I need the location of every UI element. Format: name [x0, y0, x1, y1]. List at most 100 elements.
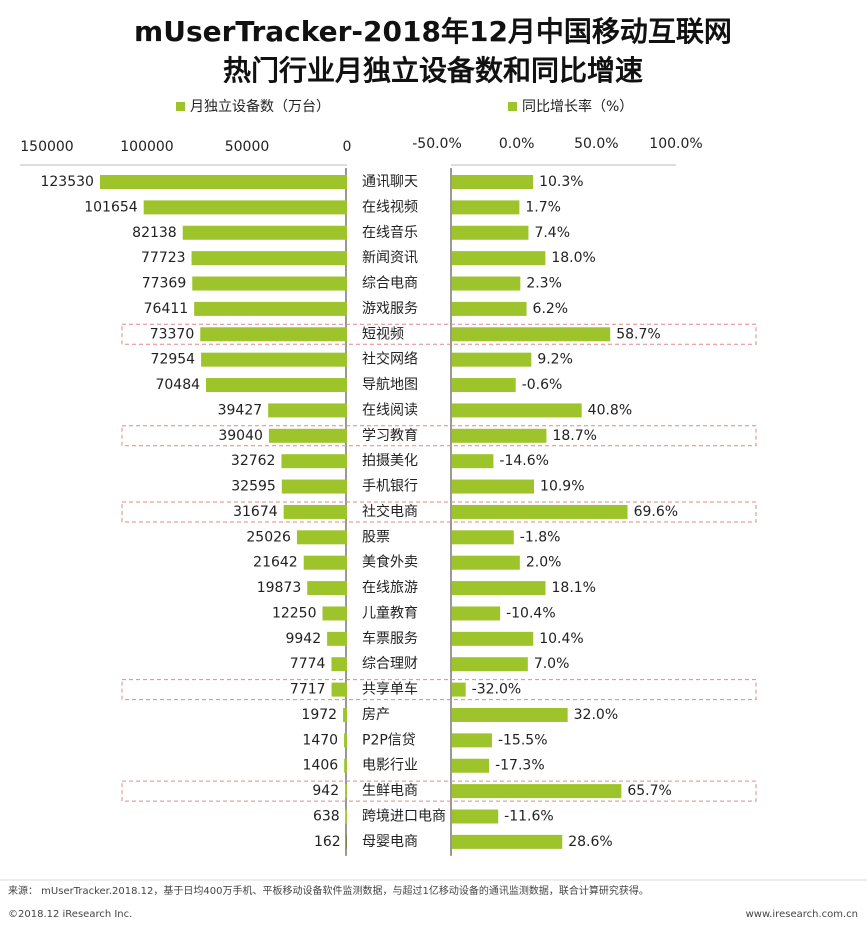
- bar: [268, 428, 347, 443]
- bar: [452, 352, 532, 367]
- value-label: 19873: [257, 580, 302, 596]
- category-label: 社交网络: [362, 351, 418, 368]
- bar: [331, 682, 347, 697]
- bar: [452, 631, 534, 646]
- legend-label: 月独立设备数（万台）: [190, 98, 330, 115]
- bar: [452, 454, 494, 469]
- category-label: 在线阅读: [362, 401, 418, 418]
- category-label: P2P信贷: [362, 732, 416, 748]
- value-label: 638: [313, 809, 340, 825]
- bar: [344, 758, 347, 773]
- value-label: 31674: [233, 504, 278, 520]
- bar: [452, 784, 622, 799]
- value-label: 1972: [301, 707, 337, 723]
- category-label: 学习教育: [362, 428, 418, 444]
- value-label: -32.0%: [472, 682, 522, 698]
- bar: [452, 733, 492, 748]
- category-label: 儿童教育: [362, 604, 418, 621]
- category-label: 母婴电商: [362, 834, 418, 850]
- category-label: 在线视频: [362, 199, 418, 215]
- value-label: 9942: [285, 631, 321, 647]
- bar: [452, 251, 546, 266]
- value-label: 18.1%: [552, 580, 596, 596]
- value-label: 21642: [253, 555, 298, 571]
- value-label: 18.7%: [552, 428, 596, 444]
- value-label: 942: [312, 783, 339, 799]
- bar: [200, 327, 347, 342]
- category-label: 股票: [362, 529, 390, 545]
- value-label: 7774: [290, 656, 326, 672]
- bar: [452, 555, 520, 570]
- bar: [452, 301, 527, 316]
- legend-label: 同比增长率（%）: [522, 98, 633, 115]
- bar: [345, 809, 347, 824]
- bar: [206, 378, 347, 393]
- value-label: 10.9%: [540, 479, 584, 495]
- x-tick-label: 0.0%: [499, 136, 535, 152]
- x-tick-label: 0: [343, 139, 352, 155]
- value-label: 10.4%: [539, 631, 583, 647]
- bar: [191, 251, 347, 266]
- category-label: 综合电商: [362, 276, 418, 292]
- value-label: 73370: [150, 326, 195, 342]
- bar: [192, 276, 347, 291]
- value-label: -17.3%: [495, 758, 545, 774]
- chart-title: mUserTracker-2018年12月中国移动互联网: [134, 15, 732, 48]
- category-label: 房产: [362, 707, 390, 723]
- value-label: 7.4%: [534, 225, 570, 241]
- bar: [296, 530, 347, 545]
- value-label: 10.3%: [539, 174, 583, 190]
- value-label: 32.0%: [574, 707, 618, 723]
- bar: [452, 657, 528, 672]
- bar: [452, 403, 582, 418]
- bar: [327, 631, 347, 646]
- value-label: 76411: [144, 301, 189, 317]
- bar: [452, 327, 611, 342]
- bar: [322, 606, 347, 621]
- x-tick-label: -50.0%: [412, 136, 462, 152]
- category-label: 共享单车: [362, 681, 418, 698]
- bar: [452, 175, 534, 189]
- category-label: 导航地图: [362, 377, 418, 393]
- x-tick-label: 150000: [20, 139, 73, 155]
- value-label: 58.7%: [616, 326, 660, 342]
- highlight-box: [121, 323, 757, 345]
- category-label: 通讯聊天: [362, 174, 418, 190]
- bar: [452, 707, 568, 722]
- value-label: 39040: [218, 428, 263, 444]
- bar: [99, 175, 347, 189]
- value-label: 39427: [218, 402, 263, 418]
- highlight-box: [121, 679, 757, 701]
- bar: [452, 276, 521, 291]
- bar: [143, 200, 347, 215]
- value-label: -11.6%: [504, 809, 554, 825]
- bar: [281, 454, 347, 469]
- category-label: 手机银行: [362, 479, 418, 495]
- bar: [452, 504, 628, 519]
- value-label: 18.0%: [551, 250, 595, 266]
- bar: [452, 479, 535, 494]
- x-tick-label: 50000: [225, 139, 270, 155]
- category-label: 跨境进口电商: [362, 809, 446, 825]
- x-tick-label: 100000: [120, 139, 173, 155]
- value-label: 2.3%: [526, 276, 562, 292]
- value-label: 101654: [84, 199, 138, 215]
- category-label: 生鲜电商: [362, 783, 418, 799]
- value-label: 1.7%: [525, 199, 561, 215]
- value-label: -14.6%: [499, 453, 549, 469]
- category-label: 拍摄美化: [362, 453, 418, 469]
- website: www.iresearch.com.cn: [746, 909, 858, 920]
- x-tick-label: 50.0%: [574, 136, 618, 152]
- value-label: 9.2%: [537, 352, 573, 368]
- legend-swatch: [176, 102, 185, 111]
- chart-title: 热门行业月独立设备数和同比增速: [223, 54, 643, 87]
- value-label: 162: [314, 834, 341, 850]
- value-label: 77723: [141, 250, 186, 266]
- category-label: 电影行业: [362, 758, 418, 774]
- value-label: 28.6%: [568, 834, 612, 850]
- value-label: 32762: [231, 453, 276, 469]
- category-label: 美食外卖: [362, 554, 418, 571]
- bar: [452, 378, 516, 393]
- category-label: 综合理财: [362, 656, 418, 672]
